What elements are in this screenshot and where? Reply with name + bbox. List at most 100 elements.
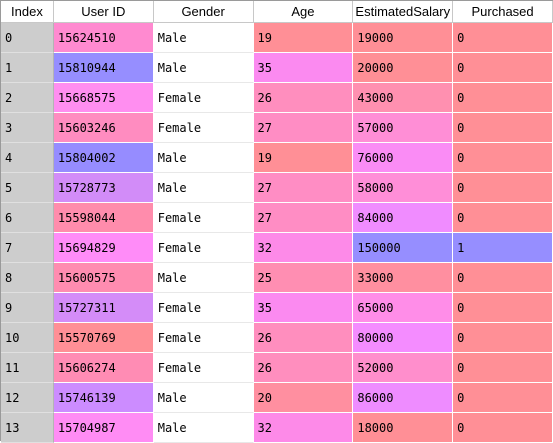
table-row[interactable]: 1 15810944 Male 35 20000 0 — [1, 53, 553, 83]
column-header-age[interactable]: Age — [253, 1, 354, 23]
purchased-cell[interactable]: 0 — [453, 53, 553, 83]
table-row[interactable]: 7 15694829 Female 32 150000 1 — [1, 233, 553, 263]
age-cell[interactable]: 35 — [253, 293, 354, 323]
row-index-cell[interactable]: 1 — [1, 53, 54, 83]
table-row[interactable]: 9 15727311 Female 35 65000 0 — [1, 293, 553, 323]
user-id-cell[interactable]: 15810944 — [53, 53, 154, 83]
purchased-cell[interactable]: 0 — [453, 293, 553, 323]
age-cell[interactable]: 20 — [253, 383, 354, 413]
gender-cell[interactable]: Male — [153, 263, 254, 293]
age-cell[interactable]: 19 — [253, 23, 354, 53]
user-id-cell[interactable]: 15570769 — [53, 323, 154, 353]
estimated-salary-cell[interactable]: 19000 — [353, 23, 454, 53]
estimated-salary-cell[interactable]: 52000 — [353, 353, 454, 383]
row-index-cell[interactable]: 12 — [1, 383, 54, 413]
gender-cell[interactable]: Male — [153, 383, 254, 413]
gender-cell[interactable]: Male — [153, 173, 254, 203]
table-row[interactable]: 0 15624510 Male 19 19000 0 — [1, 23, 553, 53]
table-row[interactable]: 6 15598044 Female 27 84000 0 — [1, 203, 553, 233]
table-row[interactable]: 13 15704987 Male 32 18000 0 — [1, 413, 553, 443]
age-cell[interactable]: 27 — [253, 173, 354, 203]
row-index-cell[interactable]: 3 — [1, 113, 54, 143]
age-cell[interactable]: 27 — [253, 113, 354, 143]
user-id-cell[interactable]: 15668575 — [53, 83, 154, 113]
gender-cell[interactable]: Female — [153, 293, 254, 323]
age-cell[interactable]: 26 — [253, 83, 354, 113]
row-index-cell[interactable]: 2 — [1, 83, 54, 113]
estimated-salary-cell[interactable]: 76000 — [353, 143, 454, 173]
table-row[interactable]: 4 15804002 Male 19 76000 0 — [1, 143, 553, 173]
gender-cell[interactable]: Female — [153, 233, 254, 263]
table-row[interactable]: 5 15728773 Male 27 58000 0 — [1, 173, 553, 203]
estimated-salary-cell[interactable]: 84000 — [353, 203, 454, 233]
table-row[interactable]: 3 15603246 Female 27 57000 0 — [1, 113, 553, 143]
column-header-gender[interactable]: Gender — [153, 1, 254, 23]
estimated-salary-cell[interactable]: 20000 — [353, 53, 454, 83]
purchased-cell[interactable]: 0 — [453, 383, 553, 413]
age-cell[interactable]: 32 — [253, 233, 354, 263]
gender-cell[interactable]: Female — [153, 353, 254, 383]
purchased-cell[interactable]: 1 — [453, 233, 553, 263]
gender-cell[interactable]: Male — [153, 143, 254, 173]
column-header-index[interactable]: Index — [1, 1, 54, 23]
age-cell[interactable]: 26 — [253, 323, 354, 353]
row-index-cell[interactable]: 5 — [1, 173, 54, 203]
purchased-cell[interactable]: 0 — [453, 323, 553, 353]
gender-cell[interactable]: Female — [153, 323, 254, 353]
table-row[interactable]: 2 15668575 Female 26 43000 0 — [1, 83, 553, 113]
user-id-cell[interactable]: 15727311 — [53, 293, 154, 323]
estimated-salary-cell[interactable]: 65000 — [353, 293, 454, 323]
table-row[interactable]: 11 15606274 Female 26 52000 0 — [1, 353, 553, 383]
age-cell[interactable]: 26 — [253, 353, 354, 383]
purchased-cell[interactable]: 0 — [453, 173, 553, 203]
estimated-salary-cell[interactable]: 33000 — [353, 263, 454, 293]
row-index-cell[interactable]: 9 — [1, 293, 54, 323]
user-id-cell[interactable]: 15603246 — [53, 113, 154, 143]
purchased-cell[interactable]: 0 — [453, 23, 553, 53]
gender-cell[interactable]: Female — [153, 83, 254, 113]
gender-cell[interactable]: Male — [153, 53, 254, 83]
row-index-cell[interactable]: 10 — [1, 323, 54, 353]
user-id-cell[interactable]: 15600575 — [53, 263, 154, 293]
purchased-cell[interactable]: 0 — [453, 263, 553, 293]
user-id-cell[interactable]: 15704987 — [53, 413, 154, 443]
user-id-cell[interactable]: 15624510 — [53, 23, 154, 53]
column-header-estimated-salary[interactable]: EstimatedSalary — [353, 1, 454, 23]
estimated-salary-cell[interactable]: 58000 — [353, 173, 454, 203]
purchased-cell[interactable]: 0 — [453, 113, 553, 143]
table-row[interactable]: 8 15600575 Male 25 33000 0 — [1, 263, 553, 293]
user-id-cell[interactable]: 15804002 — [53, 143, 154, 173]
estimated-salary-cell[interactable]: 80000 — [353, 323, 454, 353]
row-index-cell[interactable]: 8 — [1, 263, 54, 293]
gender-cell[interactable]: Male — [153, 413, 254, 443]
user-id-cell[interactable]: 15728773 — [53, 173, 154, 203]
age-cell[interactable]: 27 — [253, 203, 354, 233]
purchased-cell[interactable]: 0 — [453, 203, 553, 233]
purchased-cell[interactable]: 0 — [453, 143, 553, 173]
gender-cell[interactable]: Male — [153, 23, 254, 53]
gender-cell[interactable]: Female — [153, 203, 254, 233]
estimated-salary-cell[interactable]: 43000 — [353, 83, 454, 113]
column-header-purchased[interactable]: Purchased — [453, 1, 553, 23]
user-id-cell[interactable]: 15746139 — [53, 383, 154, 413]
purchased-cell[interactable]: 0 — [453, 83, 553, 113]
user-id-cell[interactable]: 15598044 — [53, 203, 154, 233]
row-index-cell[interactable]: 6 — [1, 203, 54, 233]
user-id-cell[interactable]: 15694829 — [53, 233, 154, 263]
row-index-cell[interactable]: 0 — [1, 23, 54, 53]
gender-cell[interactable]: Female — [153, 113, 254, 143]
row-index-cell[interactable]: 13 — [1, 413, 54, 443]
estimated-salary-cell[interactable]: 18000 — [353, 413, 454, 443]
user-id-cell[interactable]: 15606274 — [53, 353, 154, 383]
age-cell[interactable]: 19 — [253, 143, 354, 173]
row-index-cell[interactable]: 4 — [1, 143, 54, 173]
row-index-cell[interactable]: 11 — [1, 353, 54, 383]
table-row[interactable]: 12 15746139 Male 20 86000 0 — [1, 383, 553, 413]
estimated-salary-cell[interactable]: 57000 — [353, 113, 454, 143]
estimated-salary-cell[interactable]: 86000 — [353, 383, 454, 413]
table-row[interactable]: 10 15570769 Female 26 80000 0 — [1, 323, 553, 353]
estimated-salary-cell[interactable]: 150000 — [353, 233, 454, 263]
column-header-user-id[interactable]: User ID — [53, 1, 154, 23]
age-cell[interactable]: 32 — [253, 413, 354, 443]
purchased-cell[interactable]: 0 — [453, 413, 553, 443]
